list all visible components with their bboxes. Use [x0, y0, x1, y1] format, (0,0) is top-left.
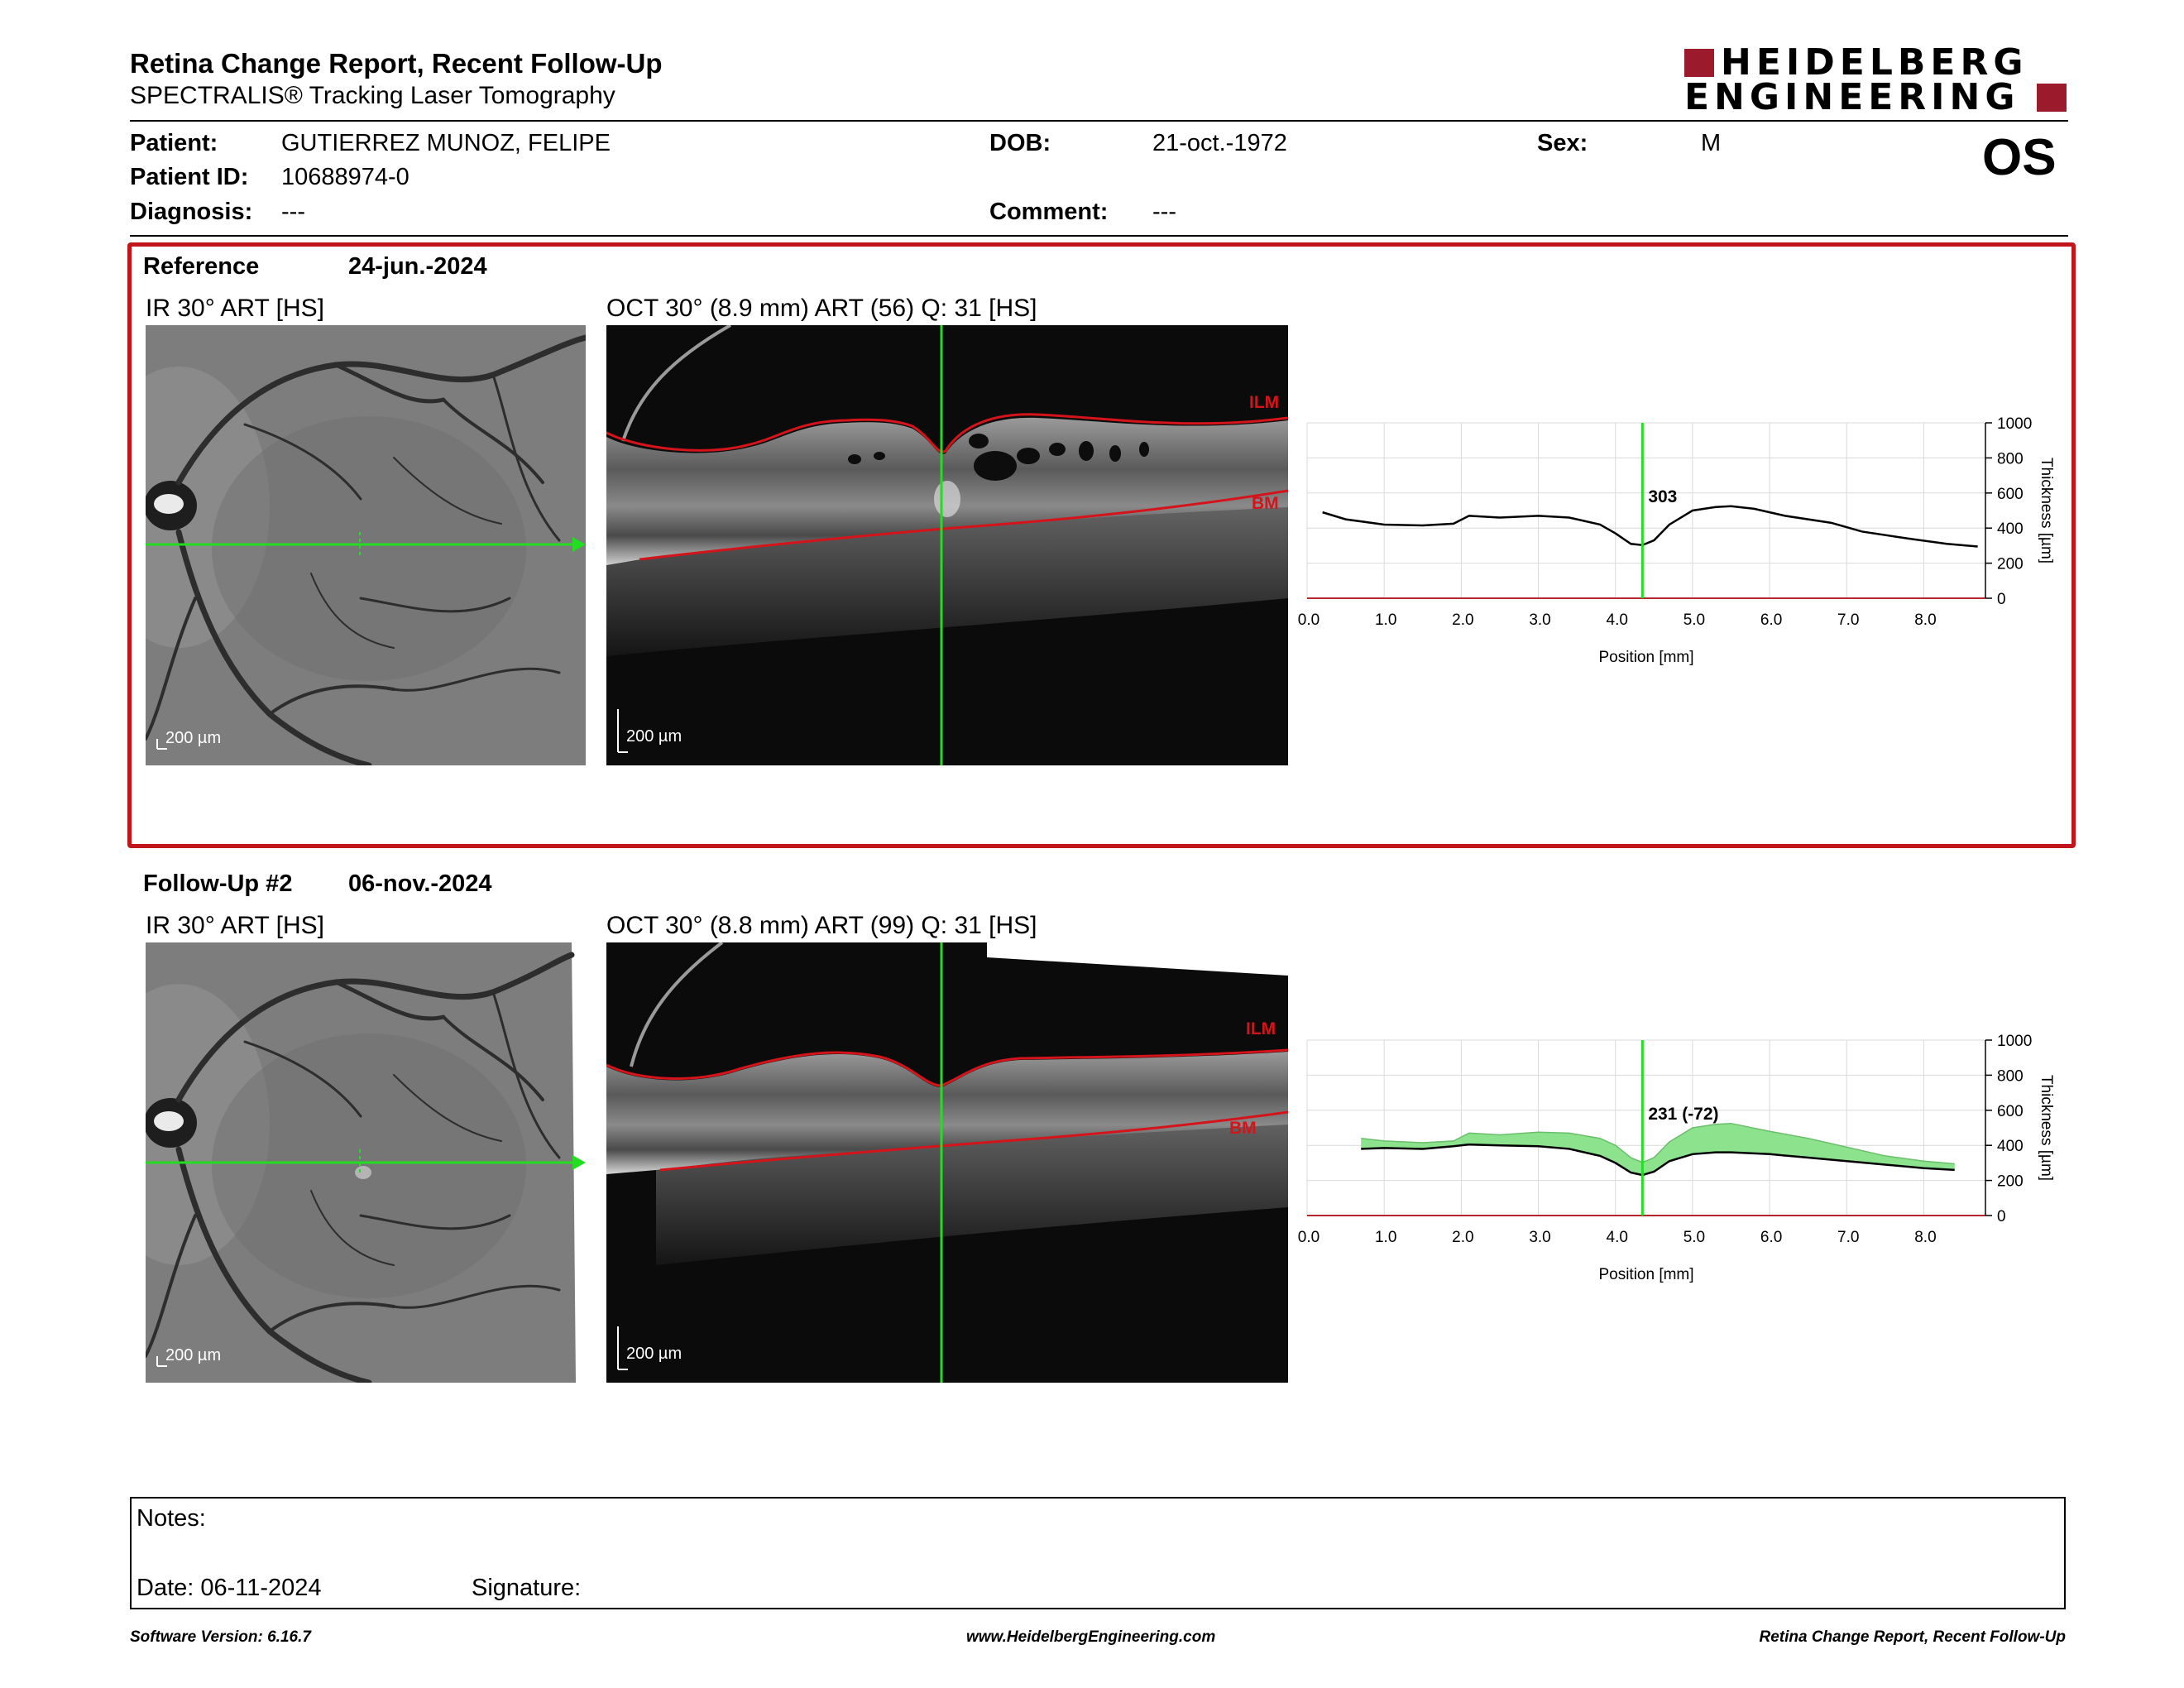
followup-ir-scale-label: 200 µm	[165, 1346, 222, 1364]
fu-chart-ytick-label-2: 400	[1997, 1138, 2024, 1155]
ref-chart-xtick-label-4: 4.0	[1607, 611, 1628, 629]
followup-ir-title: IR 30° ART [HS]	[146, 912, 324, 939]
ref-chart-x-axis-label: Position [mm]	[1598, 649, 1693, 666]
sex-value: M	[1701, 130, 1722, 156]
ref-chart-xtick-label-7: 7.0	[1837, 611, 1859, 629]
ref-chart-series-line-0	[1322, 505, 1978, 548]
diagnosis-label: Diagnosis:	[130, 199, 253, 225]
fu-chart-cursor-value-label: 231 (-72)	[1648, 1105, 1718, 1124]
patient-id: 10688974-0	[281, 164, 410, 190]
notes-label: Notes:	[136, 1505, 206, 1532]
fu-chart-xtick-label-8: 8.0	[1914, 1229, 1936, 1246]
followup-bm-label: BM	[1229, 1119, 1257, 1138]
reference-label: Reference	[143, 253, 260, 280]
reference-ir-fundus-image[interactable]: 200 µm	[146, 325, 586, 765]
reference-oct-bscan-image[interactable]: ILM BM 200 µm	[606, 325, 1288, 765]
fu-chart-xtick-label-1: 1.0	[1375, 1229, 1396, 1246]
reference-oct-scale-label: 200 µm	[626, 727, 682, 746]
fu-chart-xtick-label-7: 7.0	[1837, 1229, 1859, 1246]
ref-chart-ytick-label-5: 1000	[1997, 415, 2032, 433]
report-title: Retina Change Report, Recent Follow-Up	[130, 48, 663, 79]
reference-ir-title: IR 30° ART [HS]	[146, 295, 324, 322]
followup-ilm-label: ILM	[1246, 1019, 1276, 1038]
fu-chart-xtick-label-4: 4.0	[1607, 1229, 1628, 1246]
ref-chart-xtick-label-5: 5.0	[1684, 611, 1705, 629]
ref-chart-cursor-value-label: 303	[1648, 487, 1677, 506]
logo-text-line2: ENGINEERING	[1684, 76, 2020, 118]
reference-fundus-drawing	[146, 325, 586, 765]
reference-oct-drawing	[606, 325, 1288, 765]
logo-text-line1: HEIDELBERG	[1721, 41, 2028, 84]
fu-chart-difference-area	[1361, 1123, 1955, 1176]
notes-box[interactable]	[130, 1497, 2066, 1609]
dob-value: 21-oct.-1972	[1152, 130, 1287, 156]
reference-thickness-chart: 0 200 400 600 800 1000 0.0 1.0 2.0 3.0 4.0 5.0 6.0 7.…	[1298, 415, 2055, 666]
reference-date: 24-jun.-2024	[348, 253, 487, 280]
followup-fundus-drawing	[146, 942, 586, 1383]
report-subtitle: SPECTRALIS® Tracking Laser Tomography	[130, 82, 615, 109]
dob-label: DOB:	[989, 130, 1051, 156]
fu-chart-xtick-label-0: 0.0	[1298, 1229, 1320, 1246]
header-rule	[130, 120, 2068, 122]
followup-thickness-chart: 0 200 400 600 800 1000 0.0 1.0 2.0 3.0 4.0 5.0 6.0 7.…	[1298, 1033, 2055, 1283]
fu-chart-x-axis-label: Position [mm]	[1598, 1266, 1693, 1283]
reference-frame	[127, 242, 2076, 848]
ref-chart-ytick-label-0: 0	[1997, 591, 2006, 608]
reference-bm-label: BM	[1252, 494, 1279, 513]
reference-ir-scale-label: 200 µm	[165, 729, 222, 747]
patient-id-label: Patient ID:	[130, 164, 249, 190]
ref-chart-ytick-label-4: 800	[1997, 450, 2024, 468]
ref-chart-xtick-label-6: 6.0	[1760, 611, 1782, 629]
followup-date: 06-nov.-2024	[348, 870, 492, 897]
logo-square-bottom-icon	[2037, 84, 2067, 112]
followup-label: Follow-Up #2	[143, 870, 293, 897]
ref-chart-ytick-label-1: 200	[1997, 556, 2024, 573]
patient-label: Patient:	[130, 130, 218, 156]
footer-report-name: Retina Change Report, Recent Follow-Up	[1759, 1628, 2066, 1646]
fu-chart-xtick-label-2: 2.0	[1452, 1229, 1473, 1246]
ref-chart-ytick-label-2: 400	[1997, 520, 2024, 538]
comment-value: ---	[1152, 199, 1176, 225]
fu-chart-y-axis-label: Thickness [µm]	[2038, 1075, 2055, 1181]
ref-chart-xtick-label-8: 8.0	[1914, 611, 1936, 629]
fu-chart-ytick-label-0: 0	[1997, 1208, 2006, 1225]
followup-ir-fundus-image[interactable]: 200 µm	[146, 942, 586, 1383]
ref-chart-y-axis-label: Thickness [µm]	[2038, 458, 2055, 563]
followup-oct-title: OCT 30° (8.8 mm) ART (99) Q: 31 [HS]	[606, 912, 1037, 939]
ref-chart-ytick-label-3: 600	[1997, 486, 2024, 503]
heidelberg-logo: HEIDELBERG ENGINEERING	[1684, 41, 2067, 118]
signature-label: Signature:	[472, 1575, 582, 1601]
fu-chart-ytick-label-3: 600	[1997, 1103, 2024, 1120]
ref-chart-xtick-label-3: 3.0	[1529, 611, 1550, 629]
comment-label: Comment:	[989, 199, 1109, 225]
ref-chart-xtick-label-1: 1.0	[1375, 611, 1396, 629]
fu-chart-xtick-label-3: 3.0	[1529, 1229, 1550, 1246]
patient-rule	[130, 235, 2068, 237]
reference-ilm-label: ILM	[1249, 393, 1280, 412]
followup-oct-scale-label: 200 µm	[626, 1345, 682, 1363]
fu-chart-ytick-label-1: 200	[1997, 1173, 2024, 1191]
ref-chart-xtick-label-2: 2.0	[1452, 611, 1473, 629]
fu-chart-xtick-label-6: 6.0	[1760, 1229, 1782, 1246]
sex-label: Sex:	[1537, 130, 1588, 156]
fu-chart-xtick-label-5: 5.0	[1684, 1229, 1705, 1246]
footer-software-version: Software Version: 6.16.7	[130, 1628, 311, 1646]
footer-website[interactable]: www.HeidelbergEngineering.com	[966, 1628, 1216, 1646]
patient-name: GUTIERREZ MUNOZ, FELIPE	[281, 130, 611, 156]
diagnosis-value: ---	[281, 199, 305, 225]
fu-chart-ytick-label-4: 800	[1997, 1067, 2024, 1085]
fu-chart-ytick-label-5: 1000	[1997, 1033, 2032, 1050]
followup-oct-bscan-image[interactable]: ILM BM 200 µm	[606, 942, 1288, 1383]
reference-oct-title: OCT 30° (8.9 mm) ART (56) Q: 31 [HS]	[606, 295, 1037, 322]
followup-oct-drawing	[606, 942, 1288, 1383]
logo-square-top-icon	[1684, 49, 1714, 77]
ref-chart-xtick-label-0: 0.0	[1298, 611, 1320, 629]
eye-laterality: OS	[1982, 129, 2057, 186]
date-label: Date: 06-11-2024	[136, 1575, 322, 1601]
